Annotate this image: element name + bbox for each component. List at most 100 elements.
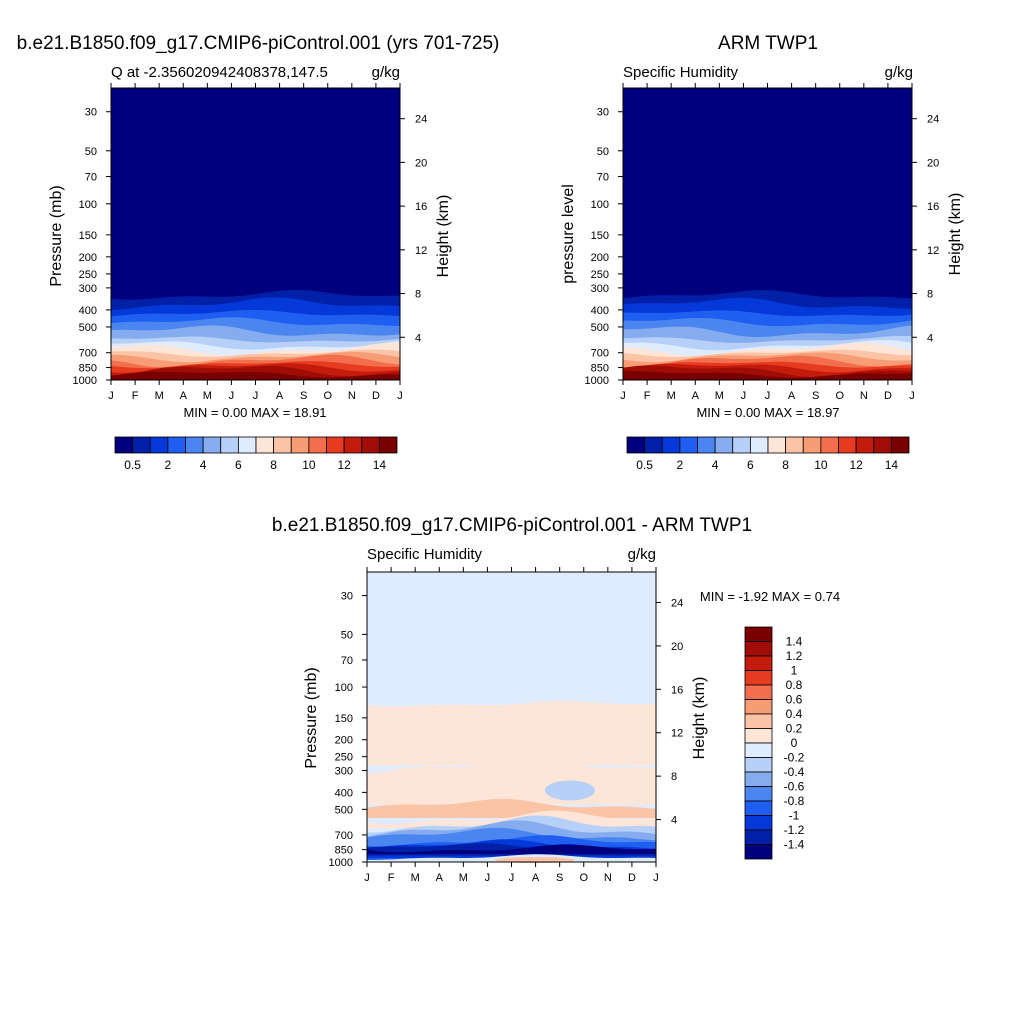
x-tick-label: O bbox=[835, 390, 844, 402]
colorbar-swatch bbox=[744, 670, 773, 686]
x-tick-label: M bbox=[715, 390, 724, 402]
y-tick-label: 250 bbox=[335, 752, 353, 764]
colorbar-swatch bbox=[661, 436, 681, 454]
colorbar-label: -0.2 bbox=[784, 751, 805, 765]
colorbar-label: 4 bbox=[200, 458, 207, 472]
contour-band bbox=[367, 798, 656, 818]
y-right-tick-label: 4 bbox=[927, 332, 933, 344]
y-right-tick-label: 8 bbox=[671, 771, 677, 783]
y-tick-label: 1000 bbox=[329, 857, 353, 869]
x-tick-label: O bbox=[579, 872, 588, 884]
panel-title: b.e21.B1850.f09_g17.CMIP6-piControl.001 … bbox=[17, 33, 500, 54]
colorbar-label: 10 bbox=[302, 458, 316, 472]
plot-area: J F M A M J J A S O N D J 30 50 70 100 150 200 250 300 400 500… bbox=[585, 83, 939, 402]
colorbar-swatch bbox=[873, 436, 892, 454]
x-tick-label: A bbox=[788, 390, 796, 402]
x-tick-label: S bbox=[812, 390, 819, 402]
y-tick-label: 300 bbox=[335, 766, 353, 778]
panel-subtitle-right: g/kg bbox=[885, 64, 913, 81]
colorbar-swatch bbox=[132, 436, 151, 454]
x-tick-label: D bbox=[628, 872, 636, 884]
y-tick-label: 400 bbox=[335, 787, 353, 799]
colorbar-label: 6 bbox=[235, 458, 242, 472]
colorbar-label: 0.5 bbox=[124, 458, 141, 472]
y-right-tick-label: 4 bbox=[415, 332, 421, 344]
y-right-tick-label: 24 bbox=[927, 114, 939, 126]
y-tick-label: 200 bbox=[591, 252, 609, 264]
y-right-tick-label: 12 bbox=[927, 245, 939, 257]
y-tick-label: 500 bbox=[335, 804, 353, 816]
contour-band bbox=[367, 701, 656, 766]
colorbar-swatch bbox=[644, 436, 663, 454]
y-tick-label: 1000 bbox=[73, 375, 97, 387]
x-tick-label: J bbox=[485, 872, 491, 884]
colorbar-label: 2 bbox=[165, 458, 172, 472]
y-tick-label: 100 bbox=[335, 682, 353, 694]
y-tick-label: 300 bbox=[591, 283, 609, 295]
colorbar-label: 2 bbox=[677, 458, 684, 472]
colorbar-swatch bbox=[838, 436, 857, 454]
x-tick-label: J bbox=[229, 390, 235, 402]
y-tick-label: 700 bbox=[79, 348, 97, 360]
y-axis-right-label: Height (km) bbox=[435, 195, 452, 278]
y-tick-label: 150 bbox=[79, 230, 97, 242]
x-tick-label: J bbox=[653, 872, 659, 884]
x-tick-label: J bbox=[397, 390, 403, 402]
y-tick-label: 70 bbox=[597, 172, 609, 184]
y-right-tick-label: 24 bbox=[671, 597, 683, 609]
contour-band bbox=[623, 370, 912, 380]
x-tick-label: F bbox=[644, 390, 651, 402]
colorbar-swatch bbox=[732, 436, 751, 454]
colorbar-swatch bbox=[237, 436, 257, 454]
y-right-tick-label: 8 bbox=[927, 289, 933, 301]
colorbar-label: 10 bbox=[814, 458, 828, 472]
min-max-text: MIN = 0.00 MAX = 18.91 bbox=[183, 405, 326, 420]
colorbar-swatch bbox=[714, 436, 734, 454]
colorbar-swatch bbox=[697, 436, 716, 454]
colorbar-swatch bbox=[890, 436, 910, 454]
colorbar-label: 0.5 bbox=[636, 458, 653, 472]
y-right-tick-label: 24 bbox=[415, 114, 427, 126]
colorbar-label: -1.2 bbox=[784, 823, 805, 837]
y-tick-label: 150 bbox=[591, 230, 609, 242]
x-tick-label: M bbox=[411, 872, 420, 884]
panel-subtitle-right: g/kg bbox=[628, 546, 656, 563]
y-tick-label: 700 bbox=[591, 348, 609, 360]
colorbar-swatch bbox=[744, 728, 773, 744]
colorbar-swatch bbox=[744, 829, 773, 845]
x-tick-label: M bbox=[203, 390, 212, 402]
colorbar-label: 0 bbox=[791, 736, 798, 750]
panel-title: ARM TWP1 bbox=[718, 33, 818, 54]
colorbar-swatch bbox=[308, 436, 327, 454]
y-tick-label: 250 bbox=[591, 269, 609, 281]
colorbar-swatch bbox=[361, 436, 380, 454]
colorbar-swatch bbox=[744, 742, 773, 758]
x-tick-label: A bbox=[532, 872, 540, 884]
x-tick-label: J bbox=[253, 390, 259, 402]
contour-band bbox=[367, 844, 656, 854]
x-tick-label: S bbox=[300, 390, 307, 402]
x-tick-label: A bbox=[692, 390, 700, 402]
plot-area: J F M A M J J A S O N D J 30 50 70 100 150 200 250 300 400 500… bbox=[73, 83, 427, 402]
y-tick-label: 250 bbox=[79, 269, 97, 281]
x-tick-label: F bbox=[388, 872, 395, 884]
x-tick-label: J bbox=[741, 390, 747, 402]
colorbar-swatch bbox=[744, 713, 773, 729]
colorbar-swatch bbox=[802, 436, 822, 454]
colorbar-label: 0.2 bbox=[786, 722, 803, 736]
colorbar-swatch bbox=[744, 844, 773, 860]
x-tick-label: J bbox=[509, 872, 515, 884]
y-tick-label: 30 bbox=[341, 591, 353, 603]
colorbar-label: 1.2 bbox=[786, 649, 803, 663]
y-right-tick-label: 8 bbox=[415, 289, 421, 301]
colorbar-swatch bbox=[767, 436, 787, 454]
y-tick-label: 300 bbox=[79, 283, 97, 295]
colorbar-swatch bbox=[855, 436, 875, 454]
colorbar-label: -0.4 bbox=[784, 765, 805, 779]
colorbar: 1.41.210.80.60.40.20-0.2-0.4-0.6-0.8-1-1… bbox=[744, 626, 805, 860]
panel-subtitle-right: g/kg bbox=[372, 64, 400, 81]
colorbar-swatch bbox=[326, 436, 345, 454]
y-tick-label: 50 bbox=[85, 146, 97, 158]
y-right-tick-label: 12 bbox=[671, 728, 683, 740]
